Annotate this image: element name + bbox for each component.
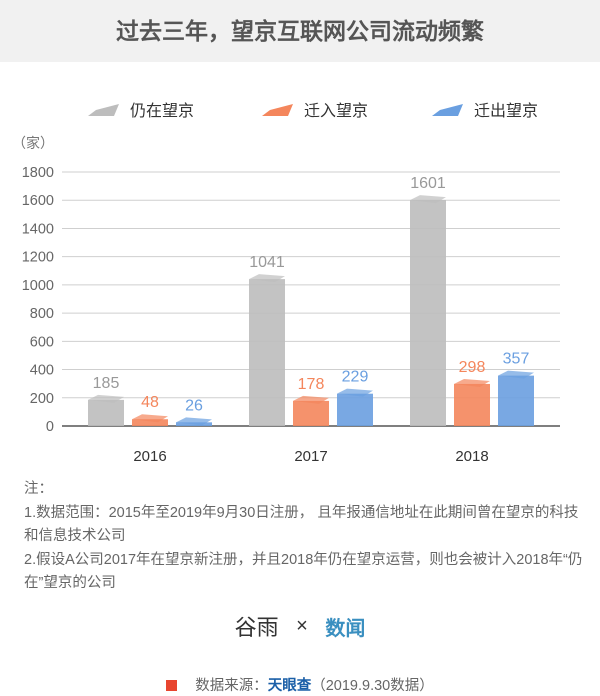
times-sign: × — [296, 614, 308, 637]
legend-label: 迁出望京 — [474, 102, 538, 120]
bar-top — [88, 394, 124, 403]
bar — [88, 399, 124, 426]
source-label: 数据来源： — [195, 678, 268, 694]
page-title: 过去三年，望京互联网公司流动频繁 — [0, 0, 600, 62]
y-tick-label: 800 — [30, 306, 54, 322]
bar — [293, 400, 329, 426]
y-tick-label: 1000 — [22, 278, 54, 294]
data-label: 1601 — [410, 175, 446, 192]
note-1: 1.数据范围：2015年至2019年9月30日注册， 且年报通信地址在此期间曾在… — [24, 504, 579, 545]
notes: 注： 1.数据范围：2015年至2019年9月30日注册， 且年报通信地址在此期… — [24, 478, 589, 596]
bar-top — [410, 195, 446, 204]
y-tick-label: 0 — [46, 419, 54, 435]
bar — [410, 200, 446, 426]
legend-label: 仍在望京 — [130, 102, 194, 120]
y-tick-label: 1600 — [22, 193, 54, 209]
x-tick-label: 2017 — [294, 448, 327, 465]
y-tick-label: 1400 — [22, 221, 54, 237]
y-axis-unit: （家） — [12, 135, 54, 151]
bar — [337, 393, 373, 426]
x-tick-label: 2018 — [455, 448, 488, 465]
red-square-icon — [166, 680, 178, 691]
legend-label: 迁入望京 — [304, 102, 368, 120]
y-tick-label: 1200 — [22, 250, 54, 266]
bar — [249, 279, 285, 426]
bar-top — [293, 395, 329, 404]
logos: 谷雨 × 数闻 — [0, 610, 600, 642]
bar-top — [176, 417, 212, 426]
bar-top — [249, 274, 285, 283]
data-label: 26 — [185, 397, 203, 414]
bar-chart: 仍在望京 迁入望京 迁出望京 （家） 0 200 400 600 800 1000 1200 1400… — [12, 102, 560, 465]
y-tick-label: 1800 — [22, 165, 54, 181]
bar-top — [132, 414, 168, 423]
data-label: 1041 — [249, 254, 285, 271]
data-label: 185 — [93, 375, 120, 392]
guyu-logo: 谷雨 — [234, 616, 279, 641]
legend-swatch — [432, 104, 463, 116]
tianyancha-logo: 天眼查 — [267, 678, 312, 694]
shuwen-logo: 数闻 — [325, 617, 366, 640]
data-label: 229 — [342, 369, 369, 386]
y-tick-label: 200 — [30, 391, 54, 407]
data-label: 178 — [298, 376, 325, 393]
bar — [132, 419, 168, 426]
bar — [498, 375, 534, 426]
legend-swatch — [262, 104, 293, 116]
data-label: 48 — [141, 394, 159, 411]
notes-heading: 注： — [24, 481, 53, 497]
data-source: 数据来源：天眼查（2019.9.30数据） — [0, 674, 600, 695]
y-tick-label: 600 — [30, 334, 54, 350]
source-date: （2019.9.30数据） — [311, 678, 434, 694]
bar-top — [454, 378, 490, 387]
bar-top — [498, 370, 534, 379]
bar-top — [337, 388, 373, 397]
data-label: 357 — [503, 351, 530, 368]
legend-swatch — [88, 104, 119, 116]
x-tick-label: 2016 — [133, 448, 166, 465]
note-2: 2.假设A公司2017年在望京新注册，并且2018年仍在望京运营，则也会被计入2… — [24, 551, 583, 592]
bar — [454, 383, 490, 426]
y-tick-label: 400 — [30, 363, 54, 379]
data-label: 298 — [459, 359, 486, 376]
